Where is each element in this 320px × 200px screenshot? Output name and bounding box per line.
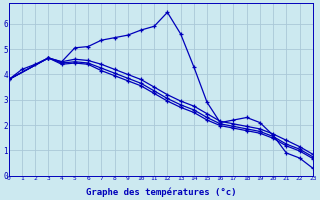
X-axis label: Graphe des températures (°c): Graphe des températures (°c) <box>85 187 236 197</box>
